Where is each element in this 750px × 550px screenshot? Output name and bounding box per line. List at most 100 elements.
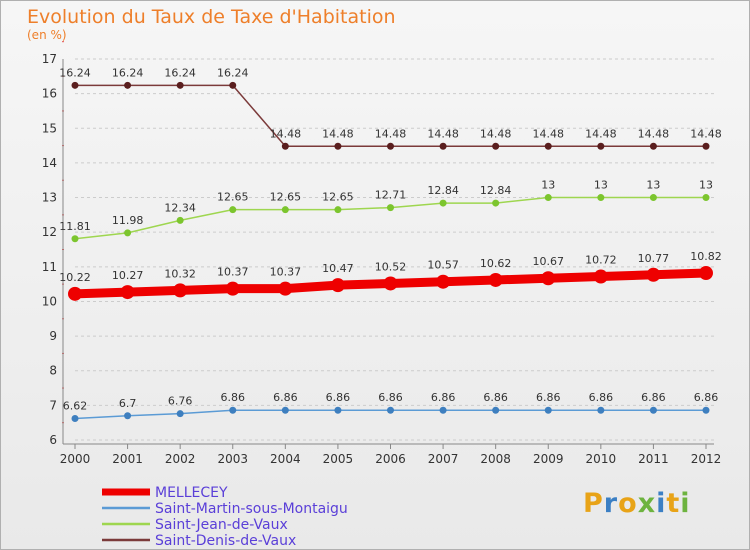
- data-point: [439, 142, 447, 150]
- data-point: [702, 142, 710, 150]
- chart-title: Evolution du Taux de Taxe d'Habitation: [27, 6, 396, 28]
- data-point: [492, 199, 500, 207]
- x-tick-label: 2002: [165, 452, 196, 466]
- data-label: 6.62: [63, 400, 88, 413]
- data-point: [492, 142, 500, 150]
- x-tick-label: 2006: [375, 452, 406, 466]
- logo-letter: x: [637, 488, 657, 519]
- data-label: 12.84: [427, 184, 459, 197]
- data-label: 14.48: [375, 127, 407, 140]
- data-label: 6.86: [273, 391, 298, 404]
- data-label: 10.62: [480, 257, 512, 270]
- data-point: [176, 216, 184, 224]
- data-point: [544, 406, 552, 414]
- y-tick-label: 9: [49, 329, 57, 343]
- data-label: 6.86: [431, 391, 456, 404]
- logo-letter: i: [680, 488, 691, 519]
- data-point: [544, 194, 552, 202]
- data-label: 6.86: [536, 391, 561, 404]
- data-point: [71, 415, 79, 423]
- data-point: [278, 281, 293, 296]
- logo-letter: P: [583, 488, 604, 519]
- data-label: 13: [646, 179, 660, 192]
- data-point: [387, 406, 394, 414]
- data-label: 14.48: [638, 127, 670, 140]
- x-tick-label: 2000: [60, 452, 91, 466]
- data-label: 6.7: [119, 397, 137, 410]
- data-point: [439, 199, 447, 207]
- logo-letter: i: [656, 488, 667, 519]
- data-label: 12.65: [217, 191, 249, 204]
- data-point: [330, 278, 345, 293]
- data-label: 10.47: [322, 262, 354, 275]
- data-label: 12.84: [480, 184, 512, 197]
- data-label: 13: [541, 179, 555, 192]
- data-label: 12.34: [164, 201, 196, 214]
- proxiti-logo: Proxiti: [583, 488, 691, 519]
- data-label: 10.82: [690, 250, 722, 263]
- data-point: [597, 194, 605, 202]
- data-point: [488, 272, 503, 287]
- x-tick-label: 2008: [480, 452, 511, 466]
- data-label: 6.86: [589, 391, 614, 404]
- data-label: 13: [594, 179, 608, 192]
- data-point: [71, 235, 79, 243]
- data-label: 6.86: [378, 391, 403, 404]
- data-point: [334, 406, 342, 414]
- data-point: [124, 412, 132, 420]
- data-point: [281, 206, 289, 214]
- x-tick-label: 2007: [428, 452, 459, 466]
- data-label: 6.86: [221, 391, 246, 404]
- data-label: 10.67: [533, 255, 565, 268]
- data-label: 13: [699, 179, 713, 192]
- legend-label: Saint-Martin-sous-Montaigu: [155, 501, 348, 517]
- data-point: [229, 81, 237, 89]
- data-label: 10.37: [217, 266, 249, 279]
- data-label: 14.48: [690, 127, 722, 140]
- logo-letter: o: [618, 488, 638, 519]
- data-point: [649, 194, 657, 202]
- data-point: [229, 406, 237, 414]
- legend-label: MELLECEY: [155, 485, 228, 501]
- x-tick-label: 2009: [533, 452, 564, 466]
- data-point: [649, 406, 657, 414]
- data-label: 6.86: [326, 391, 351, 404]
- data-label: 10.37: [270, 266, 302, 279]
- y-tick-label: 10: [42, 294, 57, 308]
- data-point: [646, 267, 661, 282]
- logo-letter: r: [603, 488, 619, 519]
- data-point: [173, 283, 188, 298]
- y-tick-label: 17: [42, 52, 57, 66]
- data-point: [281, 142, 289, 150]
- data-point: [71, 81, 79, 89]
- legend-label: Saint-Denis-de-Vaux: [155, 533, 296, 549]
- data-point: [702, 194, 710, 202]
- data-label: 12.71: [375, 189, 407, 202]
- data-label: 6.86: [641, 391, 666, 404]
- x-tick-label: 2005: [323, 452, 354, 466]
- data-point: [544, 142, 552, 150]
- data-label: 14.48: [533, 127, 565, 140]
- x-tick-label: 2004: [270, 452, 301, 466]
- data-point: [176, 81, 184, 89]
- data-point: [593, 269, 608, 284]
- data-point: [649, 142, 657, 150]
- x-tick-label: 2010: [586, 452, 617, 466]
- data-label: 12.65: [270, 191, 302, 204]
- data-label: 14.48: [585, 127, 617, 140]
- data-label: 12.65: [322, 191, 354, 204]
- data-point: [120, 285, 135, 300]
- data-label: 14.48: [322, 127, 354, 140]
- y-tick-label: 11: [42, 260, 57, 274]
- data-point: [702, 406, 710, 414]
- x-tick-label: 2011: [638, 452, 669, 466]
- data-label: 6.76: [168, 395, 193, 408]
- data-label: 14.48: [427, 127, 459, 140]
- data-label: 11.98: [112, 214, 144, 227]
- data-point: [597, 406, 605, 414]
- data-point: [124, 81, 132, 89]
- data-point: [387, 142, 394, 150]
- data-label: 10.57: [427, 259, 459, 272]
- data-label: 10.72: [585, 254, 617, 267]
